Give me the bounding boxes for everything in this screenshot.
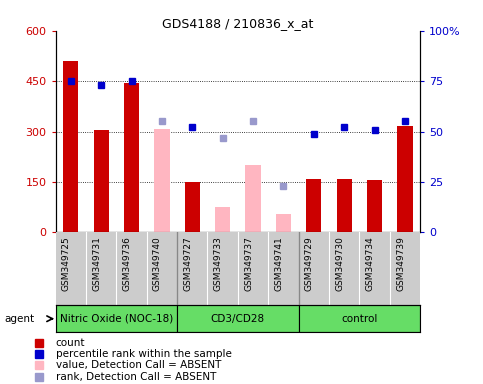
Text: rank, Detection Call = ABSENT: rank, Detection Call = ABSENT (56, 371, 216, 382)
Bar (245, 165, 261, 232)
Text: GSM349730: GSM349730 (335, 236, 344, 291)
Text: GSM349725: GSM349725 (62, 236, 71, 291)
Bar (276, 214, 291, 232)
Text: CD3/CD28: CD3/CD28 (211, 314, 265, 324)
Text: agent: agent (5, 314, 35, 324)
Bar (337, 179, 352, 232)
Bar (63, 61, 78, 232)
Text: GSM349741: GSM349741 (274, 236, 284, 291)
Bar (367, 180, 382, 232)
Bar (154, 129, 170, 232)
Text: GSM349734: GSM349734 (366, 236, 375, 291)
Bar (56, 305, 177, 332)
Text: value, Detection Call = ABSENT: value, Detection Call = ABSENT (56, 360, 221, 370)
Bar (185, 182, 200, 232)
Text: count: count (56, 338, 85, 348)
Bar (306, 179, 322, 232)
Text: GSM349737: GSM349737 (244, 236, 253, 291)
Text: GSM349733: GSM349733 (213, 236, 223, 291)
Title: GDS4188 / 210836_x_at: GDS4188 / 210836_x_at (162, 17, 313, 30)
Bar (398, 126, 412, 232)
Text: Nitric Oxide (NOC-18): Nitric Oxide (NOC-18) (60, 314, 173, 324)
Text: percentile rank within the sample: percentile rank within the sample (56, 349, 231, 359)
Text: GSM349740: GSM349740 (153, 236, 162, 291)
Text: GSM349729: GSM349729 (305, 236, 314, 291)
Text: GSM349727: GSM349727 (183, 236, 192, 291)
Text: control: control (341, 314, 378, 324)
Bar (177, 305, 298, 332)
Bar (215, 207, 230, 232)
Text: GSM349736: GSM349736 (123, 236, 131, 291)
Bar (124, 83, 139, 232)
Text: GSM349731: GSM349731 (92, 236, 101, 291)
Text: GSM349739: GSM349739 (396, 236, 405, 291)
Bar (94, 130, 109, 232)
Bar (298, 305, 420, 332)
